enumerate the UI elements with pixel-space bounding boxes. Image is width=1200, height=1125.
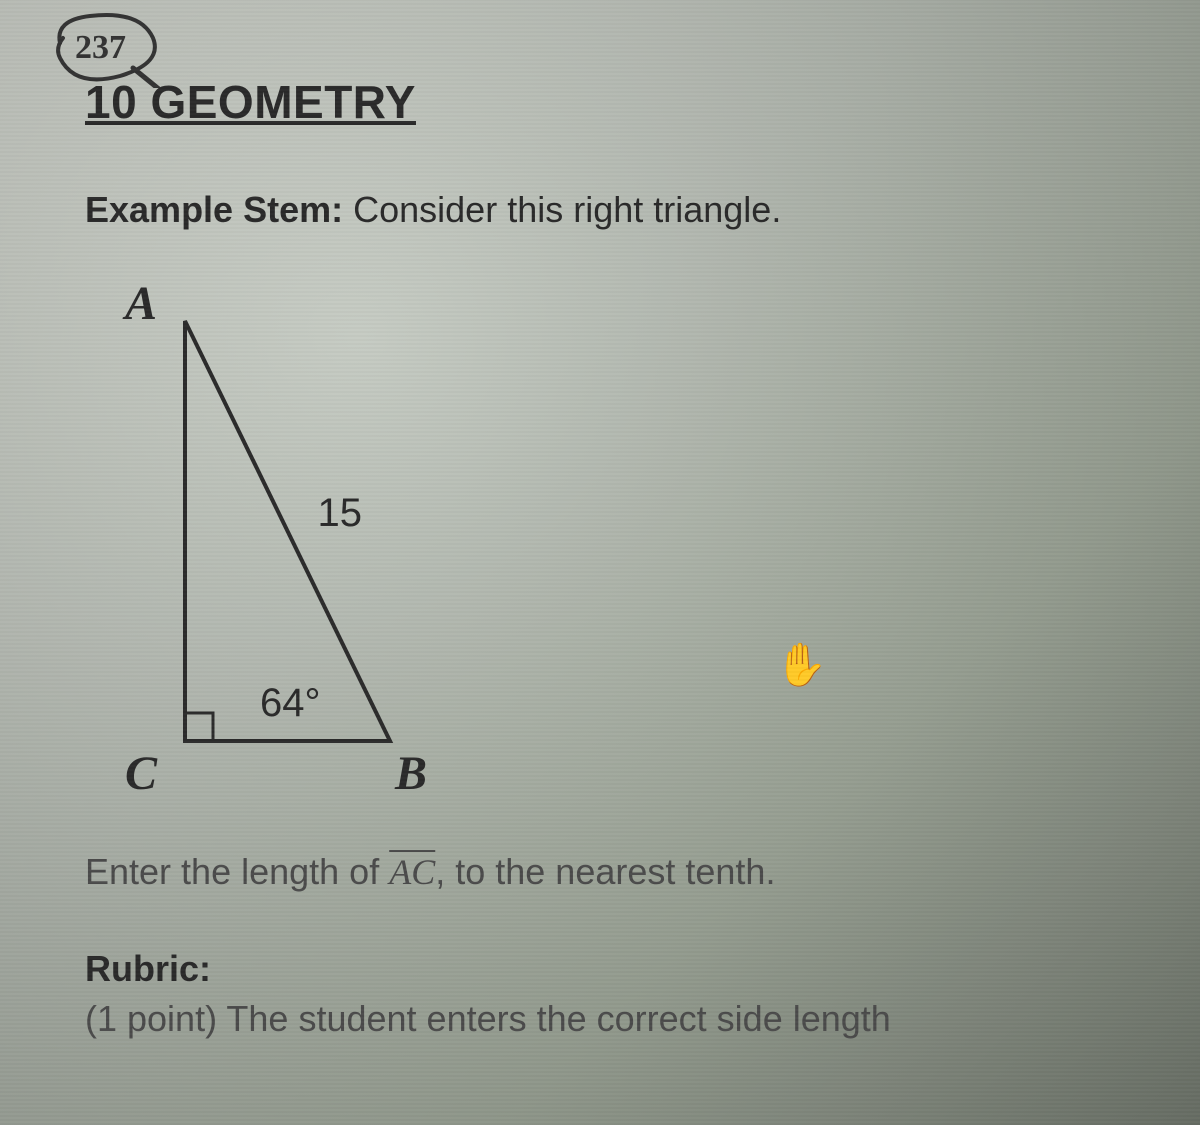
right-angle-marker: [185, 713, 213, 741]
prompt-post: , to the nearest tenth.: [435, 851, 775, 892]
hypotenuse-length-label: 15: [318, 491, 363, 536]
triangle-figure: A B C 15 64° ✋: [85, 271, 985, 831]
prompt-pre: Enter the length of: [85, 851, 389, 892]
example-stem: Example Stem: Consider this right triang…: [85, 189, 1115, 231]
worksheet-page: 237 10 GEOMETRY Example Stem: Consider t…: [0, 0, 1200, 1125]
handwritten-page-number: 237: [45, 8, 165, 88]
vertex-B-label: B: [395, 746, 427, 801]
vertex-C-label: C: [125, 746, 157, 801]
handwritten-number-text: 237: [75, 29, 126, 66]
section-heading: 10 GEOMETRY: [85, 75, 1115, 129]
question-prompt: Enter the length of AC, to the nearest t…: [85, 851, 1115, 893]
rubric-title: Rubric:: [85, 948, 1115, 990]
rubric-body: (1 point) The student enters the correct…: [85, 998, 1115, 1040]
hand-cursor-icon: ✋: [775, 641, 827, 690]
angle-B-label: 64°: [260, 681, 321, 726]
vertex-A-label: A: [125, 276, 157, 331]
stem-text: Consider this right triangle.: [353, 189, 781, 230]
stem-label: Example Stem:: [85, 189, 343, 230]
prompt-segment: AC: [389, 852, 435, 892]
